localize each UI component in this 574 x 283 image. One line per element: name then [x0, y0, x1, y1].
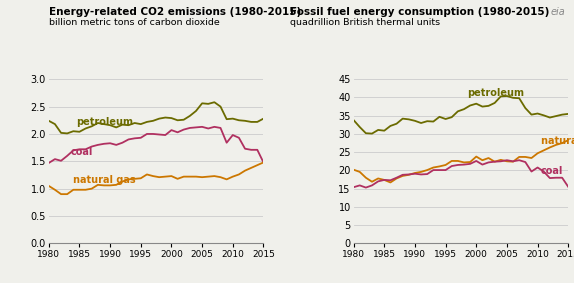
Text: billion metric tons of carbon dioxide: billion metric tons of carbon dioxide [49, 18, 219, 27]
Text: eia: eia [550, 7, 565, 17]
Text: petroleum: petroleum [76, 117, 133, 127]
Text: coal: coal [541, 166, 563, 176]
Text: natural gas: natural gas [541, 136, 574, 146]
Text: natural gas: natural gas [73, 175, 136, 185]
Text: Energy-related CO2 emissions (1980-2015): Energy-related CO2 emissions (1980-2015) [49, 7, 301, 17]
Text: petroleum: petroleum [467, 88, 524, 98]
Text: Fossil fuel energy consumption (1980-2015): Fossil fuel energy consumption (1980-201… [290, 7, 549, 17]
Text: coal: coal [70, 147, 92, 157]
Text: quadrillion British thermal units: quadrillion British thermal units [290, 18, 440, 27]
